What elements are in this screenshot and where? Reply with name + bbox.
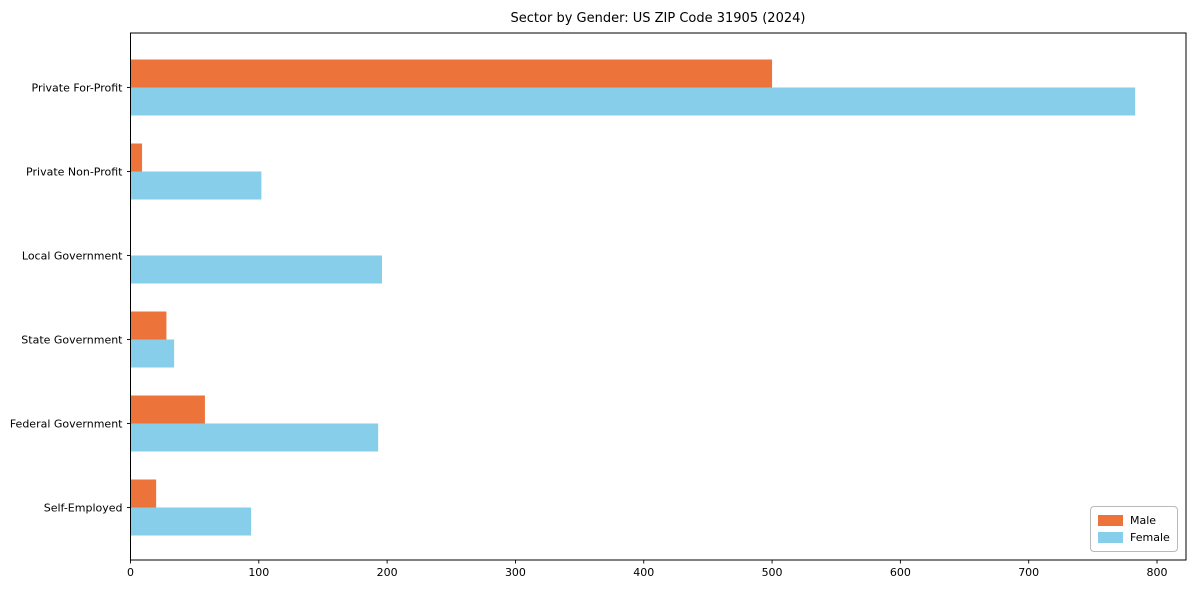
y-category-label-self-employed: Self-Employed [44, 502, 123, 515]
plot-border [130, 32, 1187, 561]
legend-swatch-female-icon [1098, 532, 1123, 543]
x-tick-label-500: 500 [762, 566, 783, 579]
bar-male-private-non-profit [130, 143, 143, 172]
x-tick-label-600: 600 [890, 566, 911, 579]
legend-label-female: Female [1130, 531, 1170, 544]
bar-male-state-government [130, 311, 167, 340]
bar-female-private-non-profit [130, 171, 262, 200]
legend-item-female: Female [1098, 532, 1170, 543]
x-tick-label-100: 100 [248, 566, 269, 579]
bar-female-local-government [130, 255, 382, 284]
bar-male-private-for-profit [130, 59, 773, 88]
legend: Male Female [1090, 506, 1178, 552]
legend-swatch-male-icon [1098, 515, 1123, 526]
y-category-label-federal-government: Federal Government [10, 418, 123, 431]
bar-male-federal-government [130, 395, 205, 424]
legend-item-male: Male [1098, 515, 1170, 526]
bar-female-federal-government [130, 423, 379, 452]
bar-female-state-government [130, 339, 175, 368]
x-tick-label-800: 800 [1147, 566, 1168, 579]
x-tick-label-400: 400 [633, 566, 654, 579]
y-category-label-private-for-profit: Private For-Profit [32, 82, 124, 95]
x-tick-label-200: 200 [377, 566, 398, 579]
x-tick-label-700: 700 [1018, 566, 1039, 579]
legend-label-male: Male [1130, 514, 1157, 527]
chart-title: Sector by Gender: US ZIP Code 31905 (202… [510, 11, 806, 26]
y-category-label-local-government: Local Government [22, 250, 123, 263]
bar-male-self-employed [130, 479, 157, 508]
y-category-label-state-government: State Government [21, 334, 123, 347]
bar-female-self-employed [130, 507, 252, 536]
x-tick-label-300: 300 [505, 566, 526, 579]
x-tick-label-0: 0 [127, 566, 134, 579]
bar-female-private-for-profit [130, 87, 1136, 116]
y-category-label-private-non-profit: Private Non-Profit [26, 166, 123, 179]
